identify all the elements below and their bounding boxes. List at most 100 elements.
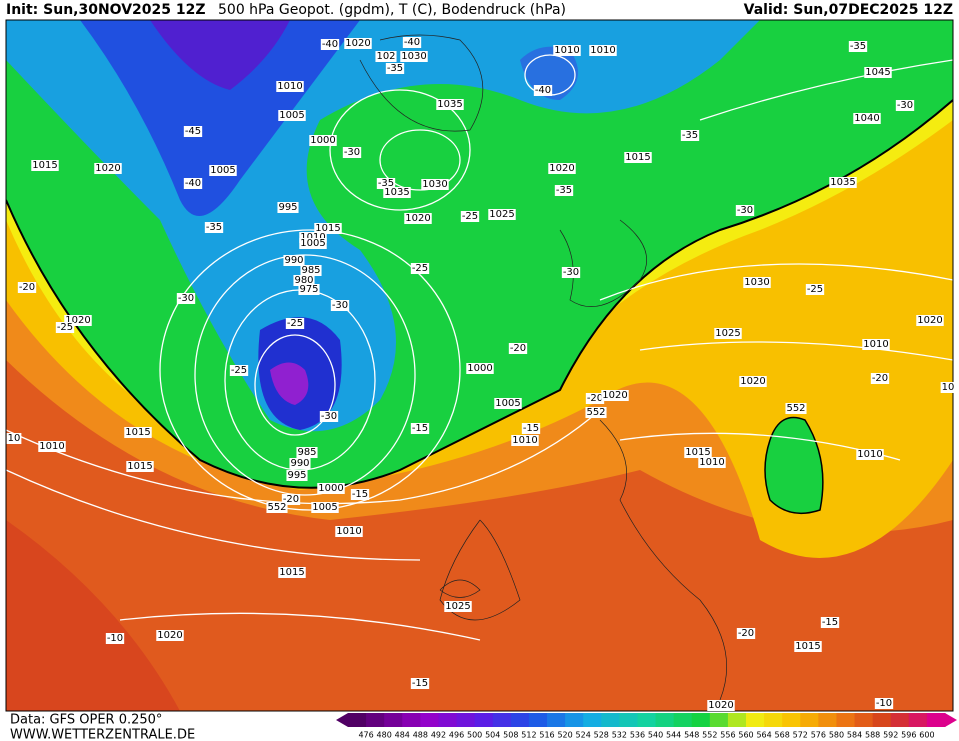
map-label: 552 xyxy=(786,403,805,414)
map-title: 500 hPa Geopot. (gpdm), T (C), Bodendruc… xyxy=(218,2,566,18)
colorbar-cell xyxy=(547,713,566,727)
colorbar-cell xyxy=(872,713,892,727)
label-background xyxy=(553,45,581,56)
label-background xyxy=(309,135,337,146)
map-label: -20 xyxy=(872,373,888,384)
data-source: Data: GFS OPER 0.250° xyxy=(10,713,162,728)
label-background xyxy=(410,678,430,689)
map-label: 1020 xyxy=(157,630,182,641)
label-background xyxy=(680,130,700,141)
colorbar-cell xyxy=(655,713,675,727)
colorbar-cell xyxy=(746,713,765,727)
map-label: 975 xyxy=(299,284,318,295)
label-background xyxy=(375,51,397,62)
colorbar-cell xyxy=(456,713,476,727)
label-background xyxy=(286,470,308,481)
label-background xyxy=(176,293,196,304)
label-background xyxy=(385,63,405,74)
label-background xyxy=(342,147,362,158)
colorbar-cell xyxy=(601,713,620,727)
label-background xyxy=(402,37,422,48)
label-background xyxy=(554,185,574,196)
map-label: 102 xyxy=(376,51,395,62)
map-label: 995 xyxy=(287,470,306,481)
map-label: -30 xyxy=(178,293,194,304)
isobars xyxy=(6,54,953,641)
map-label: 1020 xyxy=(602,390,627,401)
map-label: 995 xyxy=(278,202,297,213)
label-background xyxy=(684,447,712,458)
map-label: 1005 xyxy=(210,165,235,176)
colorbar-cell xyxy=(366,713,385,727)
map-label: 1025 xyxy=(489,209,514,220)
label-background xyxy=(624,152,652,163)
label-background xyxy=(204,222,224,233)
map-label: -10 xyxy=(876,698,892,709)
map-label: -20 xyxy=(510,343,526,354)
label-background xyxy=(229,365,249,376)
map-label: 1035 xyxy=(830,177,855,188)
colorbar: 476 480 484 488 492 496 500 504 508 512 516 520 524 5… xyxy=(336,713,957,740)
colorbar-tick-label: 496 xyxy=(449,731,464,740)
colorbar-tick-label: 584 xyxy=(847,731,862,740)
map-label: -10 xyxy=(107,633,123,644)
colorbar-tick-label: 564 xyxy=(756,731,771,740)
label-background xyxy=(548,163,576,174)
label-background xyxy=(707,700,735,711)
label-background xyxy=(862,339,890,350)
label-background xyxy=(311,502,339,513)
map-label: -20 xyxy=(283,494,299,505)
field-red xyxy=(6,520,180,711)
map-label: -15 xyxy=(352,489,368,500)
label-background xyxy=(289,458,311,469)
map-label: 1015 xyxy=(315,223,340,234)
colorbar-cell xyxy=(836,713,856,727)
map-label: 1045 xyxy=(865,67,890,78)
label-background xyxy=(488,209,516,220)
colorbar-cell xyxy=(619,713,638,727)
label-background xyxy=(916,315,944,326)
colorbar-cell xyxy=(492,713,512,727)
field-darkblue xyxy=(80,20,360,216)
map-label: -40 xyxy=(185,178,201,189)
colorbar-arrow-right xyxy=(945,713,957,727)
map-label: 1025 xyxy=(445,601,470,612)
map-label: 1030 xyxy=(744,277,769,288)
map-label: -35 xyxy=(682,130,698,141)
map-label: 1010 xyxy=(300,232,325,243)
map-label: -40 xyxy=(322,39,338,50)
map-label: 1020 xyxy=(740,376,765,387)
map-label: 1010 xyxy=(554,45,579,56)
label-background xyxy=(848,41,868,52)
map-label: -40 xyxy=(535,85,551,96)
map-label: 1015 xyxy=(625,152,650,163)
map-label: -35 xyxy=(206,222,222,233)
map-label: -25 xyxy=(462,211,478,222)
label-background xyxy=(874,698,894,709)
map-label: 1025 xyxy=(715,328,740,339)
map-label: 1015 xyxy=(795,641,820,652)
map-label: 552 xyxy=(267,502,286,513)
label-background xyxy=(794,641,822,652)
map-label: 1020 xyxy=(917,315,942,326)
label-background xyxy=(278,567,306,578)
colorbar-cell xyxy=(384,713,403,727)
colorbar-cell xyxy=(764,713,783,727)
map-label: 1000 xyxy=(318,483,343,494)
init-time: Init: Sun,30NOV2025 12Z xyxy=(6,2,206,18)
label-background xyxy=(293,275,315,286)
map-label: 1030 xyxy=(401,51,426,62)
map-label: 552 xyxy=(586,407,605,418)
map-label: -30 xyxy=(332,300,348,311)
label-background xyxy=(561,267,581,278)
map-label: 1010 xyxy=(699,457,724,468)
map-labels: -40 1020 -40 102 1030 -35 1010 1010 -35 1045 1010 -… xyxy=(6,37,956,711)
label-background xyxy=(601,390,629,401)
label-background xyxy=(444,601,472,612)
website: WWW.WETTERZENTRALE.DE xyxy=(10,728,195,741)
label-background xyxy=(276,81,304,92)
colorbar-cell xyxy=(420,713,439,727)
label-background xyxy=(820,617,840,628)
colorbar-tick-label: 600 xyxy=(919,731,934,740)
